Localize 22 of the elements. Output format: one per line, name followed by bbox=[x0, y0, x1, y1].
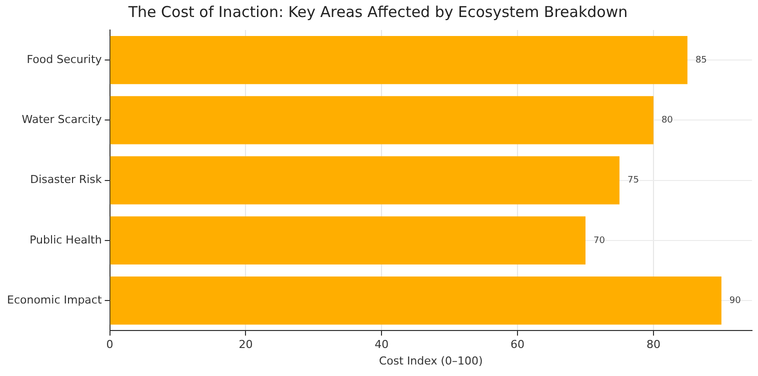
y-tick-label: Economic Impact bbox=[6, 293, 102, 306]
x-axis-title: Cost Index (0–100) bbox=[378, 354, 483, 368]
bar bbox=[110, 36, 688, 84]
chart-title: The Cost of Inaction: Key Areas Affected by Ecosystem Breakdown bbox=[127, 2, 628, 21]
x-tick-label: 0 bbox=[106, 338, 114, 352]
x-tick-label: 40 bbox=[374, 338, 389, 352]
data-label: 75 bbox=[627, 176, 639, 186]
bar bbox=[110, 156, 620, 204]
y-tick-label: Food Security bbox=[26, 52, 102, 66]
data-label: 80 bbox=[661, 116, 674, 126]
data-label: 70 bbox=[594, 236, 606, 246]
y-tick-label: Public Health bbox=[30, 233, 102, 246]
y-tick-label: Disaster Risk bbox=[30, 173, 102, 186]
y-tick-label: Water Scarcity bbox=[22, 113, 102, 126]
x-tick-label: 60 bbox=[510, 338, 525, 352]
data-label: 90 bbox=[729, 296, 742, 306]
bar bbox=[110, 276, 722, 325]
x-tick-label: 80 bbox=[646, 338, 660, 352]
bar bbox=[110, 216, 586, 264]
data-label: 85 bbox=[695, 55, 707, 66]
bar bbox=[110, 96, 654, 144]
x-tick-label: 20 bbox=[238, 338, 253, 352]
